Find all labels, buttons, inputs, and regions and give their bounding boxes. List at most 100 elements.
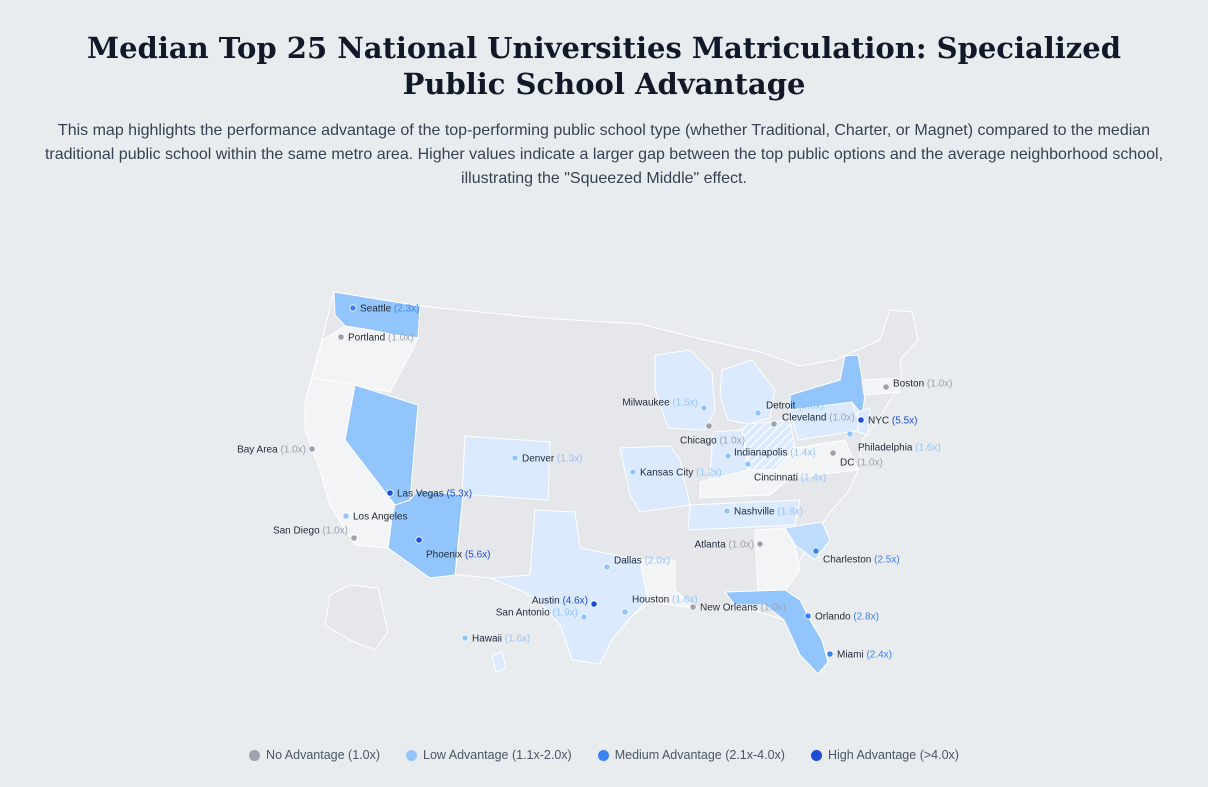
state-colorado — [461, 435, 551, 501]
city-marker-cleveland[interactable] — [770, 420, 778, 428]
state-virginia — [774, 439, 859, 479]
city-marker-atlanta[interactable] — [756, 540, 764, 548]
city-name: San Diego — [273, 526, 322, 537]
city-label-houston: Houston (1.6x) — [632, 595, 698, 606]
city-name: New Orleans — [700, 603, 761, 614]
city-marker-indianapolis[interactable] — [724, 452, 732, 460]
city-value: (1.6x) — [672, 595, 698, 606]
city-label-nashville: Nashville (1.8x) — [734, 507, 803, 518]
city-label-dallas: Dallas (2.0x) — [614, 556, 670, 567]
city-value: (1.6x) — [505, 634, 531, 645]
city-marker-miami[interactable] — [826, 650, 834, 658]
city-marker-detroit[interactable] — [754, 409, 762, 417]
city-marker-cincinnati[interactable] — [744, 460, 752, 468]
city-name: Milwaukee — [622, 398, 672, 409]
city-marker-austin[interactable] — [590, 600, 598, 608]
legend-swatch-low-advantage — [406, 749, 418, 761]
city-label-seattle: Seattle (2.3x) — [360, 304, 419, 315]
legend-label-no-advantage: No Advantage (1.0x) — [266, 748, 381, 762]
city-label-dc: DC (1.0x) — [840, 458, 883, 469]
state-georgia — [754, 527, 801, 591]
city-name: Indianapolis — [734, 448, 790, 459]
state-oregon — [311, 325, 419, 393]
city-label-milwaukee: Milwaukee (1.5x) — [622, 398, 698, 409]
page-title: Median Top 25 National Universities Matr… — [86, 31, 1122, 101]
city-value: (5.5x) — [892, 416, 918, 427]
city-name: Portland — [348, 333, 388, 344]
legend-item-no-advantage: No Advantage (1.0x) — [249, 748, 380, 762]
city-label-indianapolis: Indianapolis (1.4x) — [734, 448, 816, 459]
page-subtitle: This map highlights the performance adva… — [44, 122, 1164, 187]
legend: No Advantage (1.0x) Low Advantage (1.1x-… — [0, 748, 1208, 762]
state-florida — [724, 589, 829, 675]
city-marker-new-orleans[interactable] — [689, 603, 697, 611]
city-label-cincinnati: Cincinnati (1.4x) — [754, 473, 826, 484]
city-value: (2.0x) — [645, 556, 671, 567]
city-marker-phoenix[interactable] — [415, 536, 423, 544]
city-value: (2.3x) — [394, 304, 420, 315]
city-label-detroit: Detroit (1.3x) — [766, 401, 824, 412]
city-name: Cincinnati — [754, 473, 801, 484]
city-marker-las-vegas[interactable] — [386, 489, 394, 497]
state-alaska — [324, 584, 389, 651]
city-marker-chicago[interactable] — [705, 422, 713, 430]
city-marker-san-diego[interactable] — [350, 534, 358, 542]
city-name: Philadelphia — [858, 443, 915, 454]
city-marker-san-antonio[interactable] — [580, 613, 588, 621]
legend-swatch-medium-advantage — [597, 749, 609, 761]
city-marker-dallas[interactable] — [603, 563, 611, 571]
state-tennessee — [687, 499, 801, 531]
city-marker-dc[interactable] — [829, 449, 837, 457]
city-name: Bay Area — [237, 445, 280, 456]
city-name: Phoenix — [426, 550, 465, 561]
city-name: Kansas City — [640, 468, 696, 479]
city-marker-houston[interactable] — [621, 608, 629, 616]
city-name: Charleston — [823, 555, 874, 566]
city-value: (2.5x) — [874, 555, 900, 566]
city-value: (5.6x) — [465, 550, 491, 561]
legend-label-medium-advantage: Medium Advantage (2.1x-4.0x) — [614, 748, 785, 762]
city-value: (1.0x) — [761, 603, 787, 614]
city-value: (5.3x) — [446, 489, 472, 500]
legend-swatch-no-advantage — [249, 749, 261, 761]
city-name: Nashville — [734, 507, 777, 518]
city-value: (1.5x) — [410, 512, 436, 523]
city-name: Dallas — [614, 556, 645, 567]
city-label-austin: Austin (4.6x) — [532, 596, 588, 607]
city-marker-denver[interactable] — [511, 454, 519, 462]
city-name: Miami — [837, 650, 866, 661]
legend-label-high-advantage: High Advantage (>4.0x) — [827, 748, 959, 762]
city-marker-milwaukee[interactable] — [700, 404, 708, 412]
city-label-chicago: Chicago (1.0x) — [680, 436, 745, 447]
city-value: (1.0x) — [927, 379, 953, 390]
state-hawaii — [491, 651, 507, 673]
city-marker-seattle[interactable] — [349, 304, 357, 312]
city-label-philadelphia: Philadelphia (1.6x) — [858, 443, 941, 454]
city-name: Hawaii — [472, 634, 505, 645]
city-marker-bay-area[interactable] — [308, 445, 316, 453]
city-label-las-vegas: Las Vegas (5.3x) — [397, 489, 472, 500]
legend-label-low-advantage: Low Advantage (1.1x-2.0x) — [423, 748, 572, 762]
city-marker-los-angeles[interactable] — [342, 512, 350, 520]
city-name: Orlando — [815, 612, 853, 623]
city-name: San Antonio — [496, 608, 553, 619]
city-marker-boston[interactable] — [882, 383, 890, 391]
city-marker-nashville[interactable] — [723, 507, 731, 515]
city-marker-orlando[interactable] — [804, 612, 812, 620]
city-marker-kansas-city[interactable] — [629, 468, 637, 476]
state-michigan — [719, 359, 776, 425]
legend-item-low-advantage: Low Advantage (1.1x-2.0x) — [406, 748, 572, 762]
state-wisconsin — [654, 349, 716, 431]
city-label-boston: Boston (1.0x) — [893, 379, 952, 390]
city-marker-charleston[interactable] — [812, 547, 820, 555]
city-marker-portland[interactable] — [337, 333, 345, 341]
city-name: DC — [840, 458, 857, 469]
city-marker-philadelphia[interactable] — [846, 430, 854, 438]
city-marker-nyc[interactable] — [857, 416, 865, 424]
city-name: Detroit — [766, 401, 798, 412]
city-value: (1.4x) — [790, 448, 816, 459]
city-marker-hawaii[interactable] — [461, 634, 469, 642]
legend-item-medium-advantage: Medium Advantage (2.1x-4.0x) — [597, 748, 785, 762]
city-name: Atlanta — [695, 540, 729, 551]
